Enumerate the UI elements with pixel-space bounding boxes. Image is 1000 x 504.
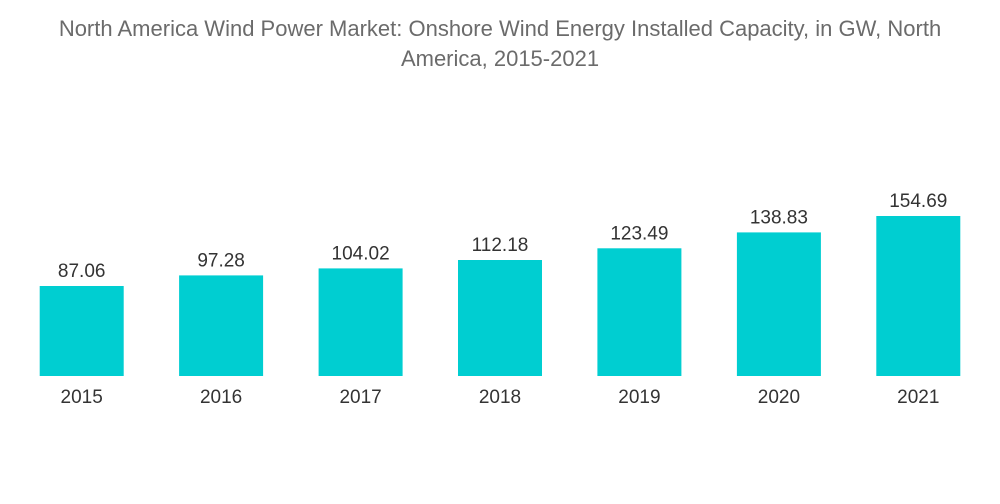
x-tick-label-2018: 2018 [479,387,521,408]
bar-2018 [458,260,542,376]
data-label-2019: 123.49 [610,223,668,244]
data-label-2021: 154.69 [889,191,947,212]
x-tick-labels-group: 2015 2016 2017 2018 2019 2020 2021 [61,387,940,408]
bar-2015 [39,286,124,376]
x-tick-label-2019: 2019 [618,387,660,408]
data-label-2017: 104.02 [332,243,390,264]
bar-2019 [597,248,682,376]
chart-title-line-2: America, 2015-2021 [400,46,600,71]
bar-2020 [736,232,821,376]
x-tick-label-2020: 2020 [758,387,800,408]
data-label-2020: 138.83 [750,207,808,228]
x-tick-label-2016: 2016 [200,387,242,408]
bar-labels-group: 87.06 97.28 104.02 112.18 123.49 138.83 154.69 [58,191,947,282]
chart-title-line-1: North America Wind Power Market: Onshore… [58,16,942,41]
bar-2016 [179,275,264,376]
x-tick-label-2021: 2021 [897,387,939,408]
bar-2017 [318,268,403,376]
x-tick-label-2015: 2015 [61,387,103,408]
chart-title: North America Wind Power Market: Onshore… [0,14,1000,74]
x-tick-label-2017: 2017 [339,387,381,408]
data-label-2018: 112.18 [472,235,529,256]
bars-group [39,216,961,376]
bar-2021 [876,216,961,376]
data-label-2015: 87.06 [58,261,106,282]
data-label-2016: 97.28 [197,250,245,271]
